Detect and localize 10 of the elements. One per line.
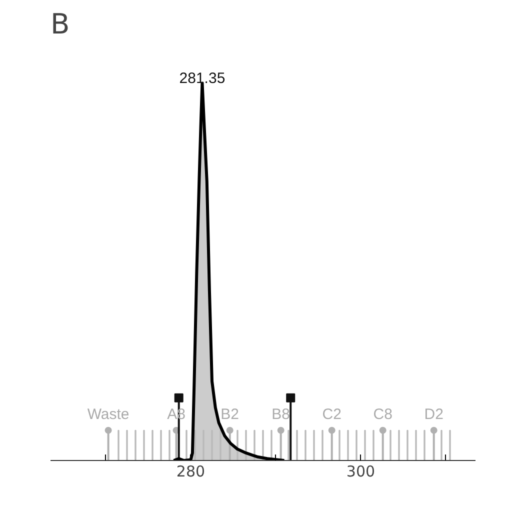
annotation: B8 [272,406,290,423]
x-tick-label: 280 [176,462,206,480]
annotation: C8 [373,406,392,423]
chart-title: B [50,8,70,40]
annotation: D2 [424,406,444,423]
x-tick-label: 300 [346,462,376,480]
annotation: C2 [322,406,342,423]
annotation: B2 [220,406,240,423]
annotation: Waste [87,406,130,423]
annotation: 281.35 [179,70,226,88]
